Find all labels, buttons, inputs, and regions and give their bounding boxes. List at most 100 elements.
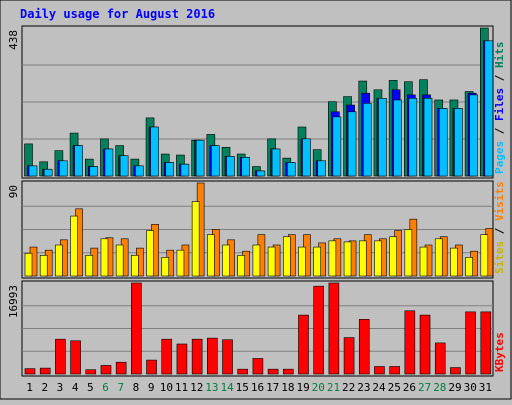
bar-pages [256,170,266,177]
x-tick-label: 10 [160,381,173,394]
legend-part: Visits [493,181,506,221]
bar-sites [222,244,230,277]
bar-sites [480,234,489,277]
x-tick-label: 8 [133,381,140,394]
bar-sites [70,215,78,277]
bar-kbytes [115,361,127,375]
legend-part: Files [493,88,506,121]
bar-sites [282,236,291,277]
x-tick-label: 12 [190,381,203,394]
bar-pages [135,165,144,177]
bar-sites [419,246,428,277]
bar-pages [241,157,251,177]
bar-pages [74,145,83,177]
bar-kbytes [374,366,385,375]
bar-sites [176,249,185,277]
bar-kbytes [419,314,431,375]
bar-sites [313,246,321,277]
bar-sites [100,238,109,277]
bar-sites [237,255,246,277]
bar-kbytes [282,368,294,375]
bar-pages [104,148,114,177]
bar-pages [302,138,311,177]
bar-sites [298,246,306,277]
x-tick-label: 9 [148,381,155,394]
bar-sites [374,240,382,277]
bar-sites [207,234,215,277]
bar-pages [165,162,175,177]
legend-part: Sites [493,241,506,274]
x-tick-label: 6 [102,381,109,394]
bar-kbytes [450,367,461,375]
bar-sites [115,244,124,277]
bar-sites [328,240,337,277]
x-tick-label: 23 [357,381,370,394]
bar-kbytes [39,367,51,375]
bar-sites [146,230,154,277]
bar-pages [484,40,494,177]
bar-sites [343,241,352,277]
bar-kbytes [465,311,476,375]
bar-pages [332,116,342,177]
bar-sites [252,244,261,277]
bar-kbytes [404,310,416,375]
bar-pages [226,156,235,177]
bar-pages [211,145,220,177]
x-tick-label: 15 [236,381,249,394]
bar-pages [43,168,53,177]
bar-sites [39,255,48,277]
bar-kbytes [55,338,66,375]
x-tick-label: 14 [220,381,234,394]
x-tick-label: 21 [327,381,340,394]
x-tick-label: 27 [418,381,431,394]
bar-kbytes [85,369,97,375]
bar-pages [423,97,433,177]
legend-part: Hits [493,42,506,69]
bar-kbytes [298,314,309,375]
bar-pages [286,162,296,177]
x-tick-label: 1 [26,381,33,394]
bar-pages [469,94,478,177]
bar-kbytes [358,319,370,375]
bar-kbytes [252,358,264,375]
bar-kbytes [480,311,492,375]
bar-sites [191,201,200,277]
bar-sites [465,257,473,277]
bar-sites [450,247,458,277]
y-max-label: 90 [7,185,20,198]
bar-sites [131,255,139,277]
bar-pages [378,97,387,177]
bar-kbytes [131,282,142,375]
bar-sites [55,244,63,277]
bar-kbytes [100,365,112,375]
bar-kbytes [328,282,340,375]
bar-pages [195,139,205,177]
bar-pages [438,108,448,177]
bar-sites [404,229,413,277]
x-tick-label: 30 [464,381,477,394]
x-tick-label: 19 [296,381,309,394]
x-tick-label: 17 [266,381,279,394]
bar-kbytes [267,368,279,375]
x-tick-label: 24 [372,381,386,394]
bar-kbytes [191,338,203,375]
x-tick-label: 3 [57,381,64,394]
x-tick-label: 18 [281,381,294,394]
x-tick-label: 2 [41,381,48,394]
series-legend: Pages / Files / Hits [493,42,506,175]
bar-kbytes [222,339,233,375]
bar-pages [150,126,159,177]
bar-kbytes [237,368,249,375]
x-tick-label: 5 [87,381,94,394]
chart-title: Daily usage for August 2016 [20,7,215,21]
series-legend: KBytes [493,332,506,372]
bar-kbytes [434,342,446,375]
legend-part: / [493,221,506,241]
y-max-label: 438 [7,30,20,50]
bar-kbytes [24,368,36,375]
bar-kbytes [176,343,188,375]
bar-pages [408,97,418,177]
x-tick-label: 13 [205,381,218,394]
